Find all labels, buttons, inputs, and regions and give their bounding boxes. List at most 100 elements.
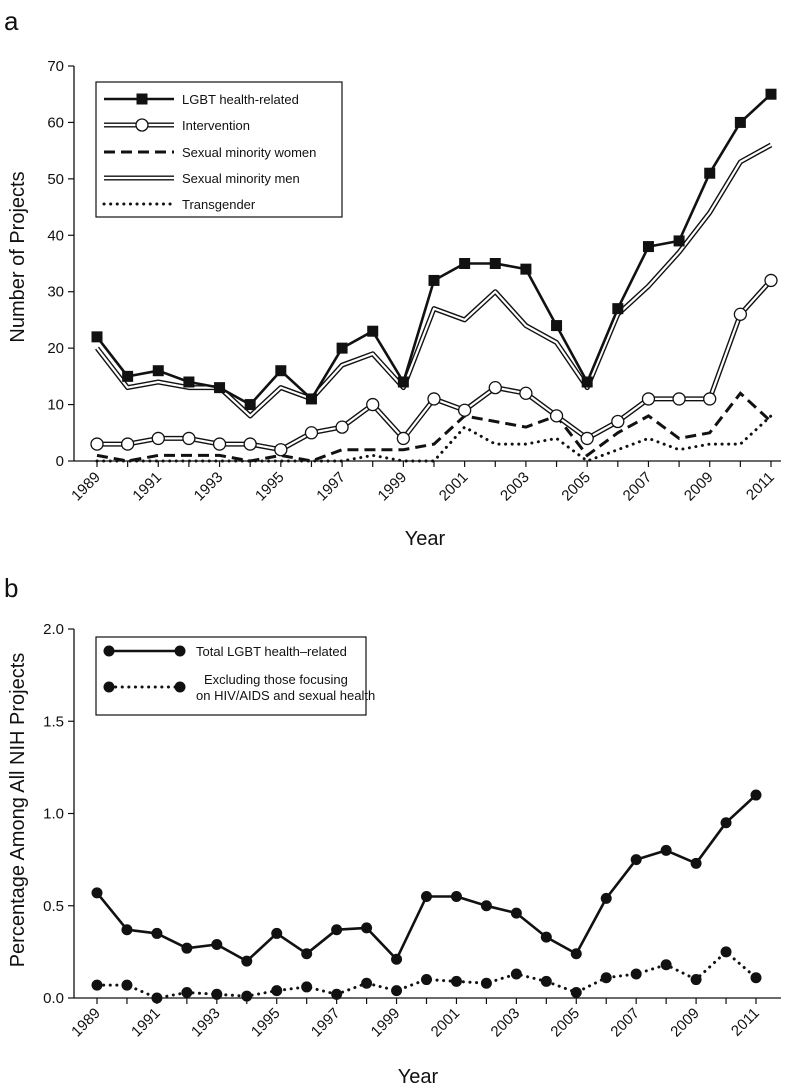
data-point (151, 431, 165, 446)
data-point (275, 365, 287, 377)
data-point (720, 817, 732, 829)
legend-label: on HIV/AIDS and sexual health (196, 688, 375, 703)
data-point (121, 924, 133, 936)
legend-label: LGBT health-related (182, 92, 299, 107)
data-point (690, 857, 702, 869)
data-point (704, 167, 716, 179)
data-point (660, 844, 672, 856)
data-point (301, 948, 313, 960)
data-point (600, 892, 612, 904)
data-point (214, 382, 226, 394)
y-tick-label: 0.5 (43, 898, 64, 915)
legend-label: Transgender (182, 197, 256, 212)
data-point (457, 403, 472, 417)
data-point (750, 789, 762, 801)
series-line-outline (97, 278, 773, 453)
x-tick-label: 1999 (368, 1005, 404, 1041)
data-point (244, 399, 256, 411)
data-point (734, 116, 746, 128)
x-tick-label: 1995 (252, 469, 288, 505)
data-point (611, 414, 625, 429)
data-point (450, 975, 462, 987)
data-point (243, 437, 257, 451)
y-tick-label: 40 (47, 227, 64, 244)
legend-marker (174, 681, 186, 693)
y-tick-label: 0 (56, 453, 64, 470)
data-point (151, 927, 163, 939)
x-tick-label: 2011 (743, 469, 778, 504)
panel-letter: a (4, 6, 19, 36)
data-point (396, 431, 411, 446)
x-tick-label: 2007 (620, 469, 656, 505)
panel-a: a 0 10 20 30 40 50 60 70 1989 1991 1993 1995 1997 1999… (4, 6, 781, 550)
series-0 (91, 88, 777, 411)
x-tick-label: 1991 (129, 469, 165, 505)
data-point (336, 342, 348, 354)
legend-marker (136, 93, 148, 105)
data-point (183, 376, 195, 388)
series-line (95, 794, 757, 963)
legend-marker (174, 645, 186, 657)
data-point (301, 981, 313, 993)
data-point (367, 325, 379, 337)
legend-label: Sexual minority men (182, 171, 300, 186)
data-point (549, 409, 564, 423)
y-tick-label: 30 (47, 284, 64, 301)
data-point (421, 891, 432, 903)
data-point (361, 922, 373, 934)
y-tick-label: 2.0 (43, 621, 64, 638)
series-2 (96, 391, 773, 463)
data-point (241, 955, 253, 967)
x-tick-label: 2005 (558, 469, 594, 505)
x-tick-label: 2001 (436, 469, 472, 505)
x-axis-title: Year (398, 1066, 439, 1088)
x-tick-label: 2007 (607, 1005, 643, 1041)
data-point (181, 986, 193, 998)
x-tick-label: 1997 (308, 1005, 344, 1041)
x-tick-label: 1989 (68, 1005, 104, 1041)
series-line (95, 949, 758, 1000)
data-point (520, 263, 532, 275)
data-point (361, 977, 373, 989)
data-point (212, 437, 227, 451)
data-point (450, 891, 462, 903)
x-tick-label: 1993 (191, 469, 227, 505)
legend-label: Sexual minority women (182, 145, 316, 160)
data-point (122, 370, 134, 382)
data-point (488, 380, 502, 395)
data-point (673, 235, 685, 247)
data-point (335, 420, 349, 434)
data-point (672, 392, 686, 406)
data-point (304, 426, 319, 440)
y-tick-label: 0.0 (43, 990, 64, 1007)
panel-letter: b (4, 573, 18, 603)
series-1 (90, 273, 778, 457)
data-point (600, 972, 612, 984)
y-tick-label: 20 (47, 340, 64, 357)
data-point (241, 990, 253, 1002)
data-point (211, 988, 223, 1000)
series-0 (91, 789, 762, 967)
data-point (630, 968, 642, 980)
data-point (570, 948, 582, 960)
data-point (428, 274, 440, 286)
data-point (612, 303, 624, 315)
x-tick-label: 2009 (681, 469, 717, 505)
data-point (540, 975, 552, 987)
data-point (489, 258, 501, 269)
data-point (91, 887, 103, 899)
data-point (331, 924, 343, 936)
data-point (151, 992, 163, 1004)
series-1 (91, 946, 762, 1004)
data-point (540, 931, 552, 943)
data-point (152, 365, 164, 377)
data-point (391, 985, 403, 997)
data-point (690, 974, 702, 986)
data-point (660, 959, 672, 971)
data-point (211, 938, 223, 950)
data-point (750, 972, 762, 984)
data-point (570, 986, 582, 998)
x-tick-label: 2009 (667, 1005, 703, 1041)
